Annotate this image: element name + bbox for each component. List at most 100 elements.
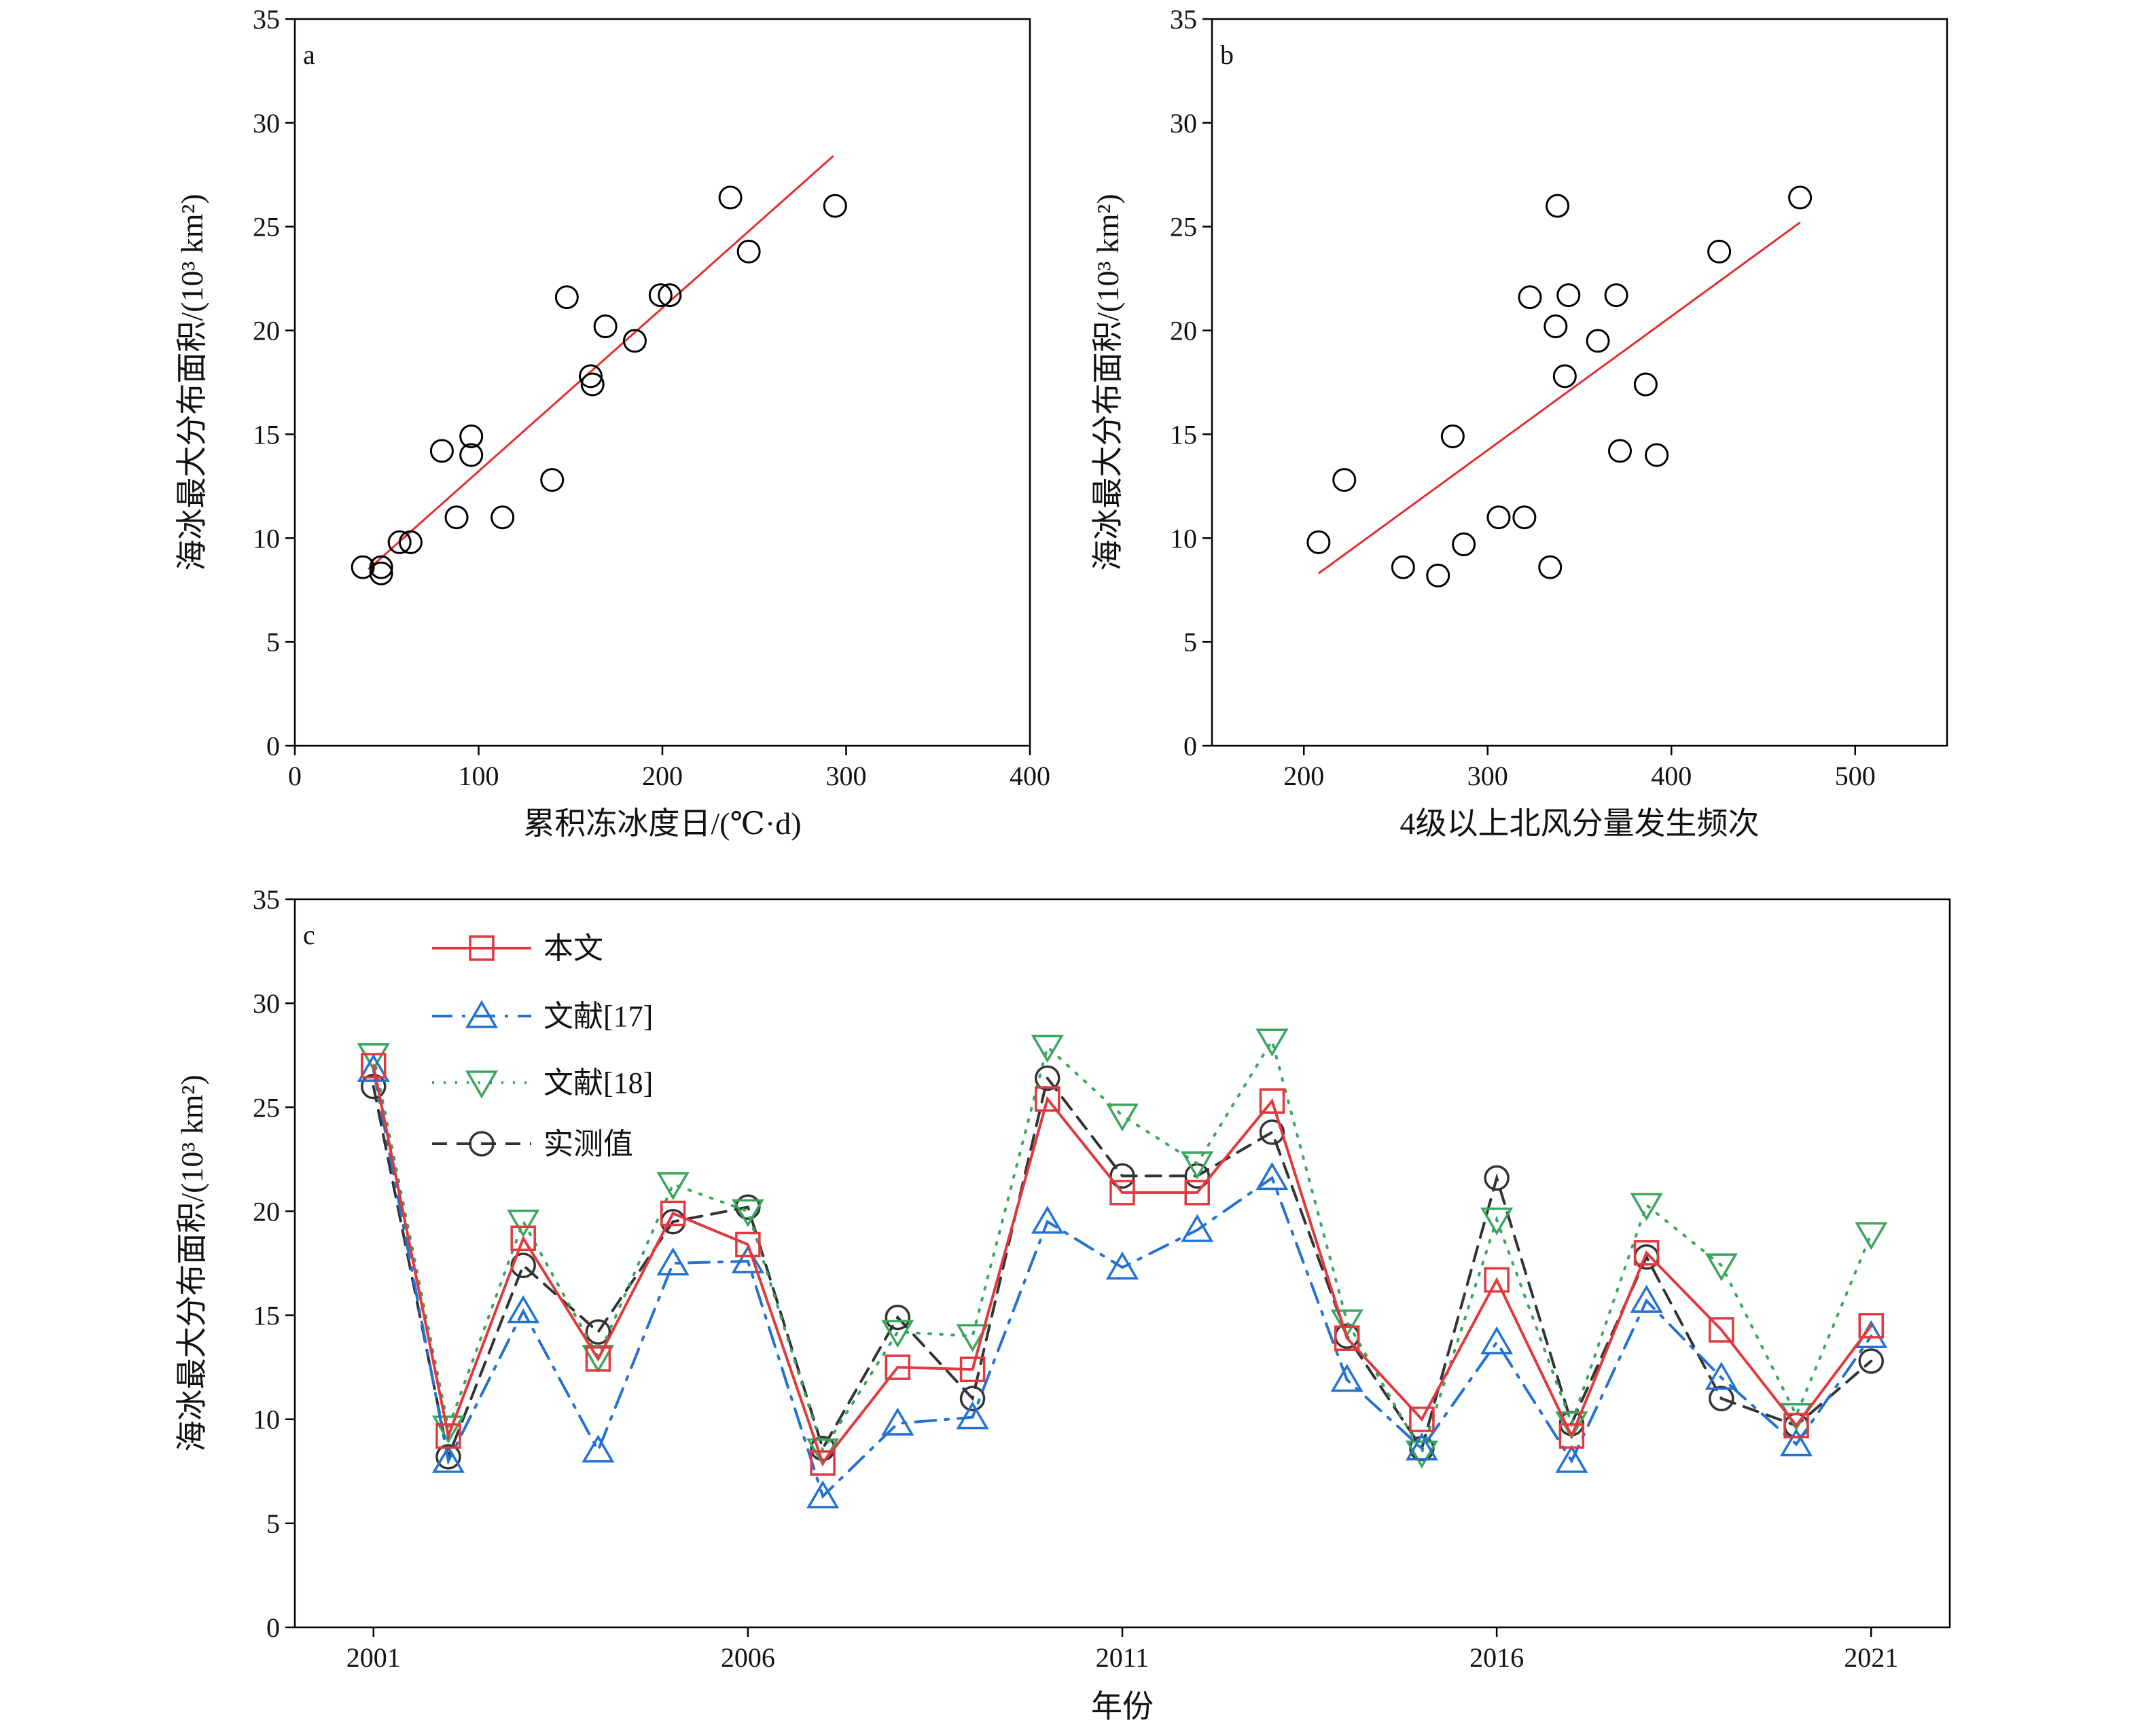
x-tick-label: 2021 bbox=[1844, 1642, 1898, 1673]
series-marker bbox=[585, 1346, 611, 1372]
y-tick-label: 15 bbox=[253, 419, 280, 450]
series-marker bbox=[1181, 1214, 1214, 1242]
series-marker bbox=[360, 1053, 387, 1079]
scatter-point bbox=[718, 185, 743, 210]
series-marker bbox=[1855, 1222, 1888, 1250]
legend-marker bbox=[465, 1070, 499, 1099]
scatter-point bbox=[658, 283, 682, 308]
series-marker bbox=[1031, 1034, 1064, 1063]
y-tick-label: 5 bbox=[266, 627, 280, 657]
series-marker bbox=[810, 1450, 836, 1476]
legend-marker bbox=[469, 1131, 495, 1157]
legend-label: 实测值 bbox=[543, 1127, 633, 1161]
series-marker bbox=[1484, 1165, 1510, 1191]
x-axis-label: 年份 bbox=[1091, 1689, 1154, 1724]
panel-b: 0 5 10 15 20 25 30 35 200 300 400 500 b 4级以上北风分量发生频次 海… bbox=[1090, 4, 1948, 841]
y-tick-label: 30 bbox=[253, 988, 280, 1019]
y-tick-label: 0 bbox=[266, 731, 280, 761]
y-tick-label: 35 bbox=[253, 884, 280, 915]
series-marker bbox=[510, 1225, 536, 1251]
series-marker bbox=[1330, 1364, 1363, 1392]
panel-c: 0 5 10 15 20 25 30 35 2001 2006 2011 2016 2021 c 年份 海冰最… bbox=[175, 884, 1951, 1724]
series-marker bbox=[431, 1415, 465, 1444]
y-tick-label: 5 bbox=[266, 1508, 280, 1539]
y-tick-label: 15 bbox=[253, 1301, 280, 1331]
series-marker bbox=[435, 1423, 461, 1449]
series-marker bbox=[1255, 1028, 1289, 1057]
x-tick-label: 2006 bbox=[721, 1642, 775, 1673]
series-marker bbox=[1181, 1151, 1214, 1180]
y-tick-label: 35 bbox=[253, 4, 280, 35]
scatter-point bbox=[1306, 530, 1331, 554]
x-axis-label: 4级以上北风分量发生频次 bbox=[1400, 806, 1760, 841]
series-marker bbox=[1558, 1423, 1585, 1449]
scatter-point bbox=[1544, 314, 1568, 338]
series-marker bbox=[881, 1407, 914, 1436]
scatter-point bbox=[1452, 532, 1476, 556]
y-tick-label: 25 bbox=[1170, 212, 1197, 242]
series-marker bbox=[885, 1354, 911, 1380]
x-tick-label: 400 bbox=[1651, 761, 1692, 791]
series-marker bbox=[735, 1231, 761, 1258]
series-marker bbox=[1035, 1086, 1060, 1112]
scatter-point bbox=[369, 555, 393, 579]
series-line bbox=[372, 1068, 1873, 1499]
fit-line bbox=[1318, 221, 1801, 575]
plot-frame bbox=[293, 18, 1031, 747]
series-marker bbox=[431, 1445, 465, 1473]
x-tick-label: 2011 bbox=[1096, 1642, 1149, 1673]
scatter-point bbox=[369, 561, 393, 585]
scatter-point bbox=[1604, 283, 1628, 308]
series-marker bbox=[731, 1199, 764, 1227]
series-marker bbox=[959, 1356, 986, 1382]
series-marker bbox=[1480, 1207, 1514, 1236]
series-marker bbox=[885, 1304, 911, 1331]
scatter-point bbox=[1586, 329, 1610, 353]
y-tick-label: 0 bbox=[1183, 731, 1197, 761]
series-marker bbox=[1858, 1313, 1885, 1339]
series-marker bbox=[1109, 1180, 1135, 1206]
x-tick-label: 200 bbox=[642, 761, 683, 791]
series-marker bbox=[582, 1434, 615, 1463]
scatter-point bbox=[1556, 283, 1581, 308]
series-marker bbox=[357, 1053, 390, 1082]
scatter-point bbox=[593, 314, 618, 338]
y-tick-label: 35 bbox=[1170, 4, 1197, 35]
scatter-point bbox=[459, 443, 484, 467]
series-marker bbox=[1031, 1206, 1064, 1234]
scatter-point bbox=[398, 530, 423, 554]
x-tick-label: 0 bbox=[288, 761, 302, 791]
series-marker bbox=[881, 1320, 914, 1348]
series-marker bbox=[1109, 1163, 1135, 1189]
series-marker bbox=[1633, 1240, 1660, 1266]
series-marker bbox=[1105, 1251, 1139, 1280]
scatter-point bbox=[387, 530, 412, 554]
series-marker bbox=[956, 1401, 989, 1430]
series-marker bbox=[1035, 1065, 1060, 1091]
series-marker bbox=[1255, 1161, 1289, 1191]
series-marker bbox=[1630, 1193, 1663, 1221]
series-marker bbox=[1630, 1284, 1663, 1313]
y-axis-label: 海冰最大分布面积/(10³ km²) bbox=[1090, 194, 1125, 571]
scatter-point bbox=[1645, 443, 1669, 467]
y-tick-label: 10 bbox=[1170, 523, 1197, 554]
x-tick-label: 2016 bbox=[1469, 1642, 1524, 1673]
y-tick-label: 30 bbox=[1170, 108, 1197, 139]
scatter-point bbox=[429, 439, 454, 463]
scatter-point bbox=[1512, 505, 1537, 530]
series-marker bbox=[1409, 1406, 1435, 1432]
scatter-point bbox=[1788, 185, 1813, 210]
scatter-point bbox=[1391, 555, 1415, 579]
panel-label: c bbox=[303, 920, 315, 950]
scatter-point bbox=[1426, 563, 1450, 587]
y-tick-label: 20 bbox=[1170, 316, 1197, 346]
x-tick-label: 500 bbox=[1835, 761, 1876, 791]
x-tick-label: 400 bbox=[1010, 761, 1050, 791]
series-marker bbox=[1259, 1119, 1285, 1145]
series-line bbox=[372, 1064, 1873, 1466]
scatter-point bbox=[459, 424, 484, 448]
legend-marker bbox=[469, 935, 495, 961]
x-tick-label: 300 bbox=[826, 761, 867, 791]
plot-frame bbox=[1211, 18, 1948, 747]
